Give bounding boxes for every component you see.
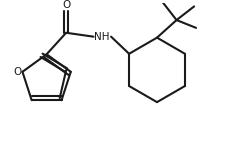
Text: O: O xyxy=(13,67,22,77)
Text: NH: NH xyxy=(93,32,109,42)
Text: O: O xyxy=(62,0,70,10)
